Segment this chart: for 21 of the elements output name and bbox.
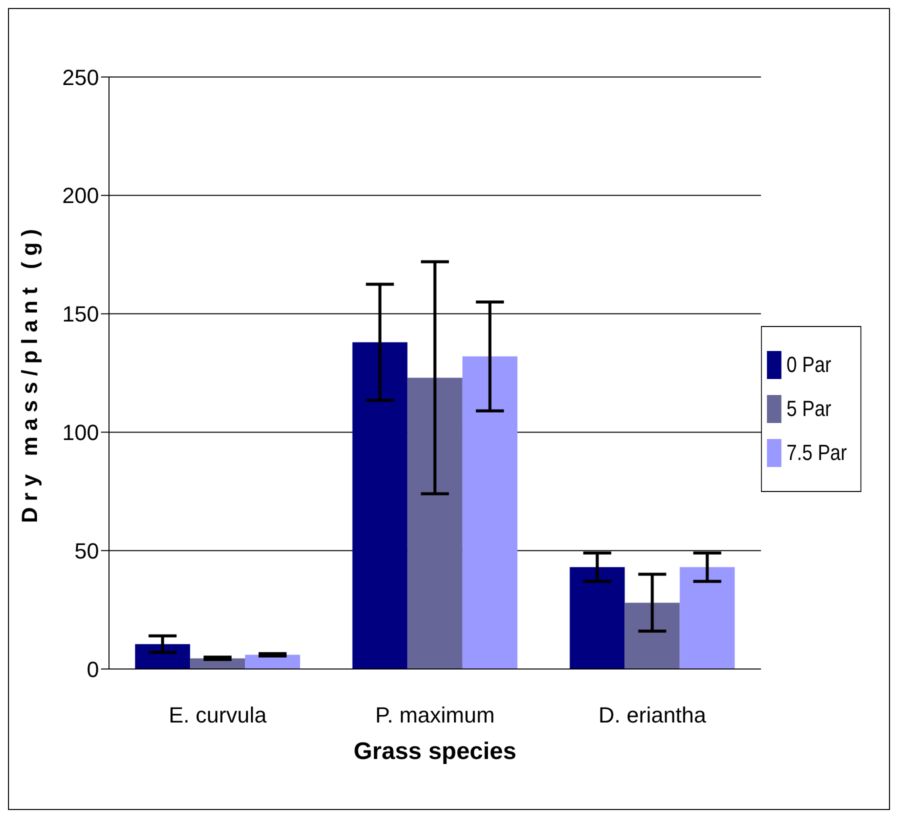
y-tick-label: 0 [86,656,99,682]
y-tick-label: 150 [62,302,99,327]
y-axis-title: Dry mass/plant (g) [16,223,42,523]
legend-label: 7.5 Par [786,440,847,466]
bar [352,342,408,669]
x-tick-label: D. eriantha [598,702,707,728]
y-tick-label: 250 [62,64,99,90]
bar [407,378,462,669]
y-tick-label: 100 [62,420,99,446]
y-tick-label: 200 [62,183,99,208]
legend-label: 0 Par [786,352,832,378]
bar [570,567,625,669]
y-tick-label: 50 [74,538,99,564]
x-tick-label: E. curvula [168,702,268,728]
x-tick-label: P. maximum [375,702,495,728]
bar [462,356,518,669]
bar [624,602,680,669]
x-axis-title: Grass species [354,738,516,765]
legend-label: 5 Par [786,396,832,422]
bar [680,567,735,669]
bar [135,644,190,669]
